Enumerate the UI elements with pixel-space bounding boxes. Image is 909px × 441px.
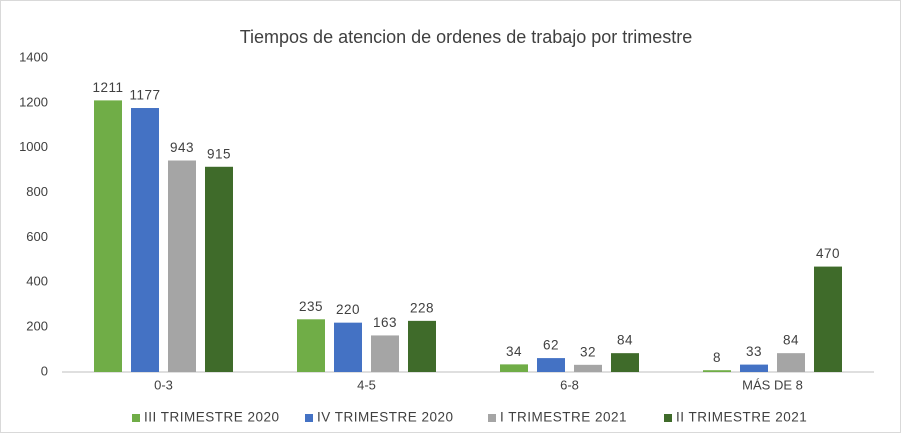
data-label: 1177 [129, 88, 160, 103]
data-label: 235 [299, 299, 323, 314]
data-label: 228 [410, 300, 434, 315]
bar [94, 100, 122, 372]
data-label: 62 [543, 338, 559, 353]
bar [297, 319, 325, 372]
data-label: 84 [783, 333, 799, 348]
x-tick-label: MÁS DE 8 [742, 377, 803, 392]
legend-swatch [488, 414, 496, 422]
data-label: 915 [207, 146, 231, 161]
legend-label: IV TRIMESTRE 2020 [317, 410, 454, 425]
data-label: 84 [617, 333, 633, 348]
y-tick-label: 800 [26, 184, 48, 199]
x-tick-label: 0-3 [154, 377, 173, 392]
bar [777, 353, 805, 372]
data-label: 32 [580, 344, 596, 359]
data-label: 220 [336, 302, 360, 317]
bar [703, 370, 731, 372]
bar [408, 320, 436, 372]
bar [205, 166, 233, 372]
y-tick-label: 200 [26, 319, 48, 334]
y-tick-label: 600 [26, 229, 48, 244]
legend-label: II TRIMESTRE 2021 [676, 410, 807, 425]
bar [500, 364, 528, 372]
data-label: 163 [373, 315, 397, 330]
data-label: 1211 [92, 80, 123, 95]
y-tick-label: 0 [41, 363, 48, 378]
legend-label: III TRIMESTRE 2020 [144, 410, 280, 425]
bar [334, 322, 362, 372]
chart-title: Tiempos de atencion de ordenes de trabaj… [240, 27, 693, 47]
legend-swatch [664, 414, 672, 422]
y-tick-label: 400 [26, 274, 48, 289]
data-label: 33 [746, 344, 762, 359]
data-label: 943 [170, 140, 194, 155]
y-tick-label: 1200 [19, 94, 48, 109]
bar [131, 108, 159, 372]
bar [740, 364, 768, 372]
bar [537, 358, 565, 372]
y-tick-label: 1000 [19, 139, 48, 154]
bar [814, 266, 842, 372]
bar [371, 335, 399, 372]
y-tick-label: 1400 [19, 49, 48, 64]
data-label: 470 [816, 246, 840, 261]
legend-swatch [132, 414, 140, 422]
bar [611, 353, 639, 372]
x-tick-label: 4-5 [357, 377, 376, 392]
bar [168, 160, 196, 372]
x-tick-label: 6-8 [560, 377, 579, 392]
bar [574, 364, 602, 372]
data-label: 8 [713, 350, 721, 365]
data-label: 34 [506, 344, 522, 359]
legend-label: I TRIMESTRE 2021 [500, 410, 627, 425]
legend-swatch [305, 414, 313, 422]
